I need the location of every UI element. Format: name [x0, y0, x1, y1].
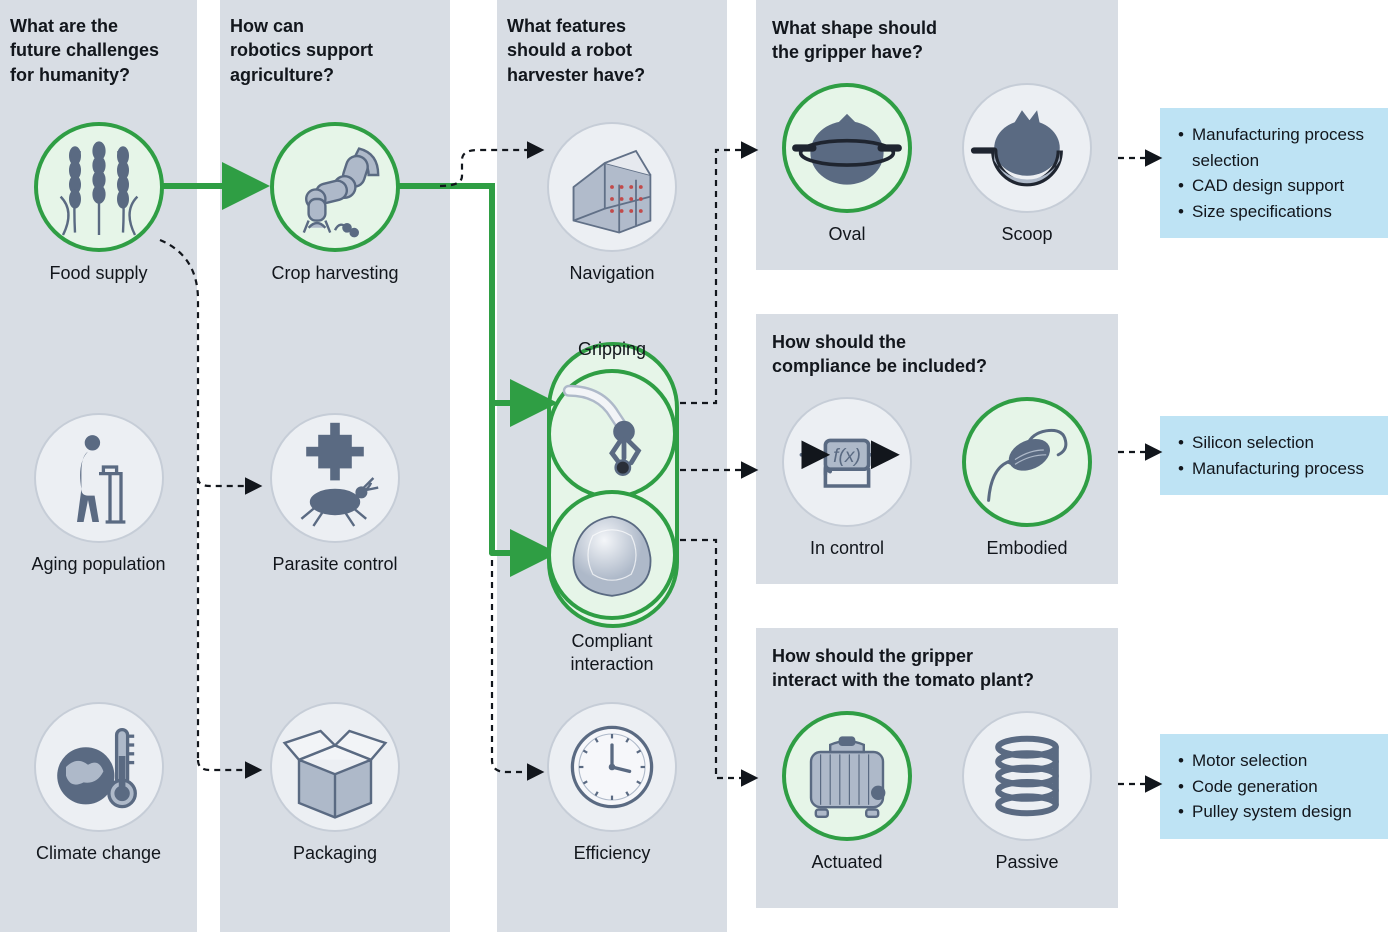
panel-compliance-header: How should thecompliance be included? — [772, 330, 1102, 379]
soft-icon — [547, 490, 677, 620]
column-2-header: How canrobotics supportagriculture? — [220, 14, 450, 87]
outbox-2: Silicon selectionManufacturing process — [1160, 416, 1388, 495]
node-crop: Crop harvesting — [260, 122, 410, 285]
node-nav: Navigation — [537, 122, 687, 285]
node-label-aging: Aging population — [24, 553, 174, 576]
fx-icon: f(x) — [782, 397, 912, 527]
outbox-3: Motor selectionCode generationPulley sys… — [1160, 734, 1388, 839]
node-parasite: Parasite control — [260, 413, 410, 576]
outbox-item: Code generation — [1178, 774, 1372, 800]
node-label-comp: Compliantinteraction — [537, 630, 687, 675]
clock-icon — [547, 702, 677, 832]
option-label-scoop: Scoop — [952, 223, 1102, 246]
option-label-oval: Oval — [772, 223, 922, 246]
muscle-icon — [962, 397, 1092, 527]
option-label-passive: Passive — [952, 851, 1102, 874]
gripper-icon — [547, 369, 677, 499]
parasite-icon — [270, 413, 400, 543]
node-label-nav: Navigation — [537, 262, 687, 285]
outbox-item: CAD design support — [1178, 173, 1372, 199]
outbox-item: Manufacturing process selection — [1178, 122, 1372, 173]
climate-icon — [34, 702, 164, 832]
robotarm-icon — [270, 122, 400, 252]
node-label-crop: Crop harvesting — [260, 262, 410, 285]
column-1-header: What are thefuture challengesfor humanit… — [0, 14, 197, 87]
node-aging: Aging population — [24, 413, 174, 576]
node-grip: Gripping — [537, 338, 687, 499]
outbox-item: Silicon selection — [1178, 430, 1372, 456]
node-label-food: Food supply — [24, 262, 174, 285]
node-label-pack: Packaging — [260, 842, 410, 865]
option-control: f(x) In control — [772, 397, 922, 560]
column-3-header: What featuresshould a robotharvester hav… — [497, 14, 727, 87]
option-actuated: Actuated — [772, 711, 922, 874]
greenhouse-icon — [547, 122, 677, 252]
panel-interact: How should the gripperinteract with the … — [756, 628, 1118, 908]
option-oval: Oval — [772, 83, 922, 246]
panel-interact-header: How should the gripperinteract with the … — [772, 644, 1102, 693]
node-label-grip: Gripping — [537, 338, 687, 361]
outbox-item: Size specifications — [1178, 199, 1372, 225]
panel-gripper-shape-header: What shape shouldthe gripper have? — [772, 16, 1102, 65]
outbox-1: Manufacturing process selectionCAD desig… — [1160, 108, 1388, 238]
option-label-actuated: Actuated — [772, 851, 922, 874]
node-climate: Climate change — [24, 702, 174, 865]
option-label-control: In control — [772, 537, 922, 560]
panel-gripper-shape: What shape shouldthe gripper have? Oval … — [756, 0, 1118, 270]
node-label-parasite: Parasite control — [260, 553, 410, 576]
node-food: Food supply — [24, 122, 174, 285]
option-passive: Passive — [952, 711, 1102, 874]
option-label-embodied: Embodied — [952, 537, 1102, 560]
spring-icon — [962, 711, 1092, 841]
pump-icon — [782, 711, 912, 841]
option-scoop: Scoop — [952, 83, 1102, 246]
outbox-item: Pulley system design — [1178, 799, 1372, 825]
option-embodied: Embodied — [952, 397, 1102, 560]
tomato-scoop-icon — [962, 83, 1092, 213]
wheat-icon — [34, 122, 164, 252]
box-icon — [270, 702, 400, 832]
node-eff: Efficiency — [537, 702, 687, 865]
node-comp: Compliantinteraction — [537, 490, 687, 675]
svg-text:f(x): f(x) — [833, 446, 861, 467]
panel-compliance: How should thecompliance be included? f(… — [756, 314, 1118, 584]
node-label-eff: Efficiency — [537, 842, 687, 865]
node-label-climate: Climate change — [24, 842, 174, 865]
outbox-item: Motor selection — [1178, 748, 1372, 774]
tomato-oval-icon — [782, 83, 912, 213]
outbox-item: Manufacturing process — [1178, 456, 1372, 482]
node-pack: Packaging — [260, 702, 410, 865]
elder-icon — [34, 413, 164, 543]
